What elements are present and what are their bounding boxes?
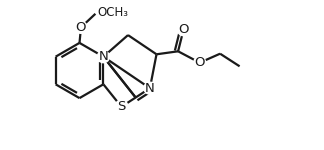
Circle shape bbox=[115, 100, 128, 113]
Text: O: O bbox=[178, 23, 189, 36]
Text: O: O bbox=[76, 21, 86, 34]
Circle shape bbox=[178, 24, 190, 36]
Circle shape bbox=[75, 21, 87, 33]
Circle shape bbox=[98, 51, 110, 63]
Text: O: O bbox=[194, 56, 205, 69]
Circle shape bbox=[144, 82, 156, 94]
Circle shape bbox=[194, 57, 206, 69]
Text: OCH₃: OCH₃ bbox=[98, 6, 129, 19]
Text: S: S bbox=[117, 100, 126, 113]
Text: N: N bbox=[145, 82, 155, 95]
Text: N: N bbox=[98, 50, 108, 63]
